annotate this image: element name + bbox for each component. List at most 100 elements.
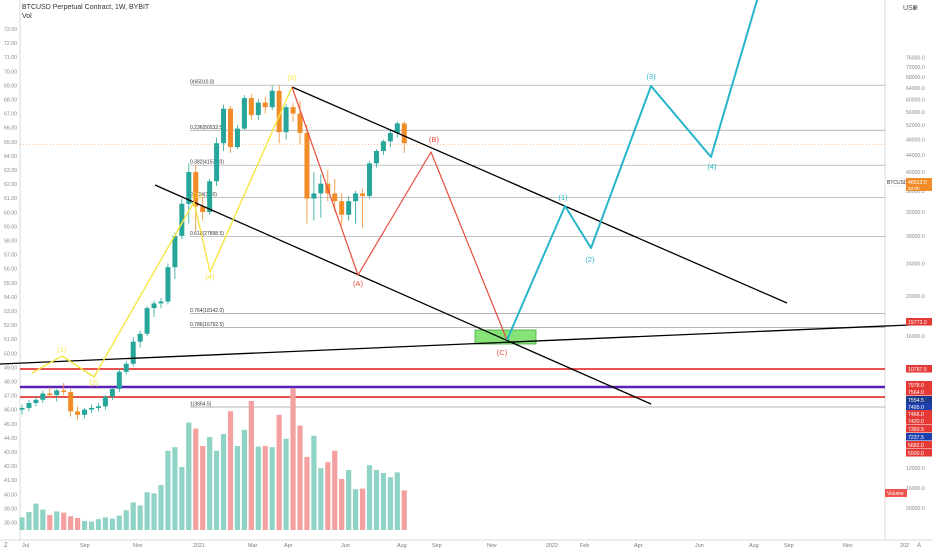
wave-drawings [0, 0, 932, 405]
badge-value: 7420.0 [908, 419, 924, 425]
candle-body [82, 409, 88, 415]
candle-body [158, 301, 164, 304]
candle-body [360, 193, 366, 196]
volume-bar [123, 510, 129, 530]
time-tick-label: Apr [634, 543, 643, 549]
candle-body [214, 143, 220, 182]
volume-bar [366, 465, 373, 530]
price-tick-label: 64000.0 [906, 86, 925, 92]
volume-tick-label: 12000.0 [906, 466, 925, 472]
badge-value: 7237.5 [908, 435, 924, 441]
volume-bar [68, 516, 74, 530]
candle-body [283, 107, 289, 133]
badge-value: 46613.0 [908, 180, 927, 186]
wave-label: (2) [585, 255, 595, 264]
candlesticks [19, 85, 407, 421]
volume-indicator-label: Vol [22, 13, 32, 20]
badge-box [906, 396, 932, 404]
candle-body [380, 141, 386, 152]
candle-body [221, 108, 227, 144]
candle-body [26, 403, 32, 408]
candle-body [172, 235, 178, 268]
badge-box [906, 365, 932, 373]
volume-bar [318, 468, 324, 530]
volume-bar [179, 467, 185, 530]
candle-body [144, 308, 150, 334]
volume-bar [359, 488, 366, 530]
volume-bar [33, 503, 39, 530]
price-tick-label: 20000.0 [906, 294, 925, 300]
price-tick-label: 28000.0 [906, 234, 925, 240]
badge-value: 7360.5 [908, 427, 924, 433]
volume-bar [88, 521, 95, 530]
fib-level-label: 0.618(27898.5) [190, 231, 224, 237]
badge-value: 7564.0 [908, 390, 924, 396]
left-tick-label: 43.00 [4, 450, 17, 456]
left-tick-label: 42.00 [4, 464, 17, 470]
chart-title: BTCUSD Perpetual Contract, 1W, BYBIT [22, 4, 150, 11]
badge-countdown: 3d 9h [908, 186, 920, 191]
wave-label: (1) [57, 345, 67, 354]
badge-box [884, 177, 906, 187]
volume-bar [373, 470, 380, 530]
volume-bar [353, 489, 359, 530]
fib-level-label: 0.764(18142.0) [190, 308, 224, 314]
badge-box [906, 433, 932, 441]
auto-scale-button[interactable]: A [917, 543, 921, 549]
wave-label: (A) [353, 279, 364, 288]
volume-bar [332, 450, 338, 530]
badge-value: 5500.0 [908, 451, 924, 457]
candle-body [311, 193, 317, 199]
volume-bar [297, 425, 303, 530]
lower-channel-line [154, 184, 652, 405]
candle-body [346, 201, 352, 215]
candle-body [68, 391, 74, 412]
volume-bar [200, 446, 206, 530]
candle-body [290, 107, 296, 114]
fib-level-label: 0.382(41576.0) [190, 160, 224, 166]
time-tick-label: Jun [341, 543, 350, 549]
price-axis-ticks: 16000.0 20000.0 24000.0 28000.0 32000.0 36000… [906, 55, 925, 512]
yellow-wave-line [31, 86, 293, 378]
volume-bar [102, 517, 108, 530]
left-tick-label: 55.00 [4, 281, 17, 287]
volume-bar [276, 414, 282, 530]
time-tick-label: Nov [843, 543, 853, 549]
volume-tick-label: 16000.0 [906, 486, 925, 492]
candle-body [332, 193, 338, 202]
left-tick-label: 56.00 [4, 267, 17, 273]
badge-box [906, 381, 932, 389]
volume-bar [130, 502, 136, 530]
volume-bar [241, 429, 247, 530]
badge-value: 10787.5 [908, 367, 927, 373]
timezone-icon[interactable]: Z [4, 543, 8, 549]
badge-symbol: BTCUSD [887, 180, 908, 186]
candle-body [248, 98, 254, 116]
price-tick-label: 24000.0 [906, 261, 925, 267]
volume-bar [248, 401, 254, 530]
volume-bar [95, 519, 102, 530]
volume-bar [81, 521, 88, 530]
volume-bar [186, 422, 192, 530]
badge-value: 7495.0 [908, 405, 924, 411]
price-tick-label: 76000.0 [906, 55, 925, 61]
volume-bar [54, 511, 60, 530]
badge-box [906, 425, 932, 433]
candle-body [297, 113, 303, 133]
currency-dropdown-icon[interactable]: ▾ [913, 5, 917, 12]
candle-body [116, 371, 122, 389]
badge-box [906, 417, 932, 425]
candle-body [19, 407, 25, 410]
left-tick-label: 53.00 [4, 309, 17, 315]
badge-value: 7466.0 [908, 412, 924, 418]
currency-label: USD [903, 5, 918, 12]
volume-bar [387, 477, 393, 530]
volume-bar [283, 438, 289, 530]
volume-bar [165, 450, 171, 530]
volume-bar [227, 411, 234, 530]
candle-body [373, 151, 379, 164]
volume-bar [61, 512, 67, 530]
time-tick-label: 2022 [546, 543, 558, 549]
